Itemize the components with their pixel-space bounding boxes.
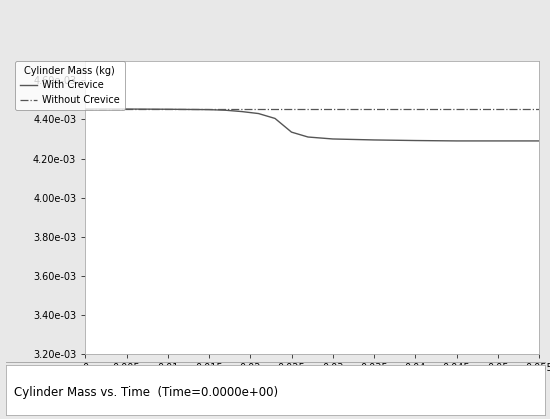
- Text: Cylinder Mass vs. Time  (Time=0.0000e+00): Cylinder Mass vs. Time (Time=0.0000e+00): [14, 385, 278, 399]
- Legend: With Crevice, Without Crevice: With Crevice, Without Crevice: [15, 61, 125, 110]
